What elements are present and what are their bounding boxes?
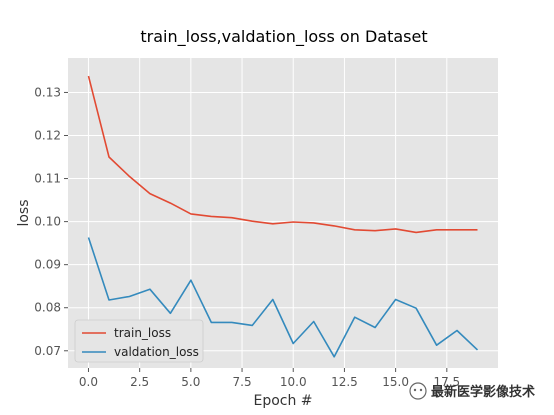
x-tick-label: 12.5 — [331, 375, 358, 389]
wechat-logo-icon-eye-left — [413, 388, 417, 392]
wechat-logo-icon — [409, 382, 427, 400]
series-line-validation-loss — [87, 237, 479, 358]
y-axis-label: loss — [16, 199, 32, 226]
watermark: 最新医学影像技术 — [409, 382, 535, 400]
y-ticks: 0.07 0.08 0.09 0.10 0.11 0.12 0.13 — [34, 85, 68, 358]
y-tick-label: 0.11 — [34, 172, 61, 186]
watermark-text: 最新医学影像技术 — [431, 384, 535, 400]
x-tick-label: 0.0 — [79, 375, 98, 389]
y-tick-label: 0.13 — [34, 85, 61, 99]
y-tick-label: 0.08 — [34, 301, 61, 315]
series-line-train-loss — [87, 75, 478, 234]
x-tick-label: 10.0 — [280, 375, 307, 389]
x-ticks: 0.0 2.5 5.0 7.5 10.0 12.5 15.0 17.5 — [79, 368, 460, 389]
x-tick-label: 7.5 — [233, 375, 252, 389]
x-axis-label: Epoch # — [253, 393, 312, 409]
y-tick-label: 0.12 — [34, 129, 61, 143]
legend-box — [74, 319, 204, 363]
legend-label-train-loss: train_loss — [114, 326, 171, 340]
chart-title: train_loss,valdation_loss on Dataset — [140, 27, 427, 47]
x-tick-label: 5.0 — [181, 375, 200, 389]
series-lines — [87, 75, 479, 358]
x-tick-label: 17.5 — [433, 375, 460, 389]
y-tick-label: 0.07 — [34, 344, 61, 358]
wechat-logo-icon-eye-right — [419, 388, 423, 392]
legend-label-validation-loss: valdation_loss — [114, 345, 199, 359]
x-tick-label: 2.5 — [130, 375, 149, 389]
y-tick-label: 0.09 — [34, 258, 61, 272]
legend: train_loss valdation_loss — [74, 319, 204, 363]
y-tick-label: 0.10 — [34, 215, 61, 229]
x-tick-label: 15.0 — [382, 375, 409, 389]
